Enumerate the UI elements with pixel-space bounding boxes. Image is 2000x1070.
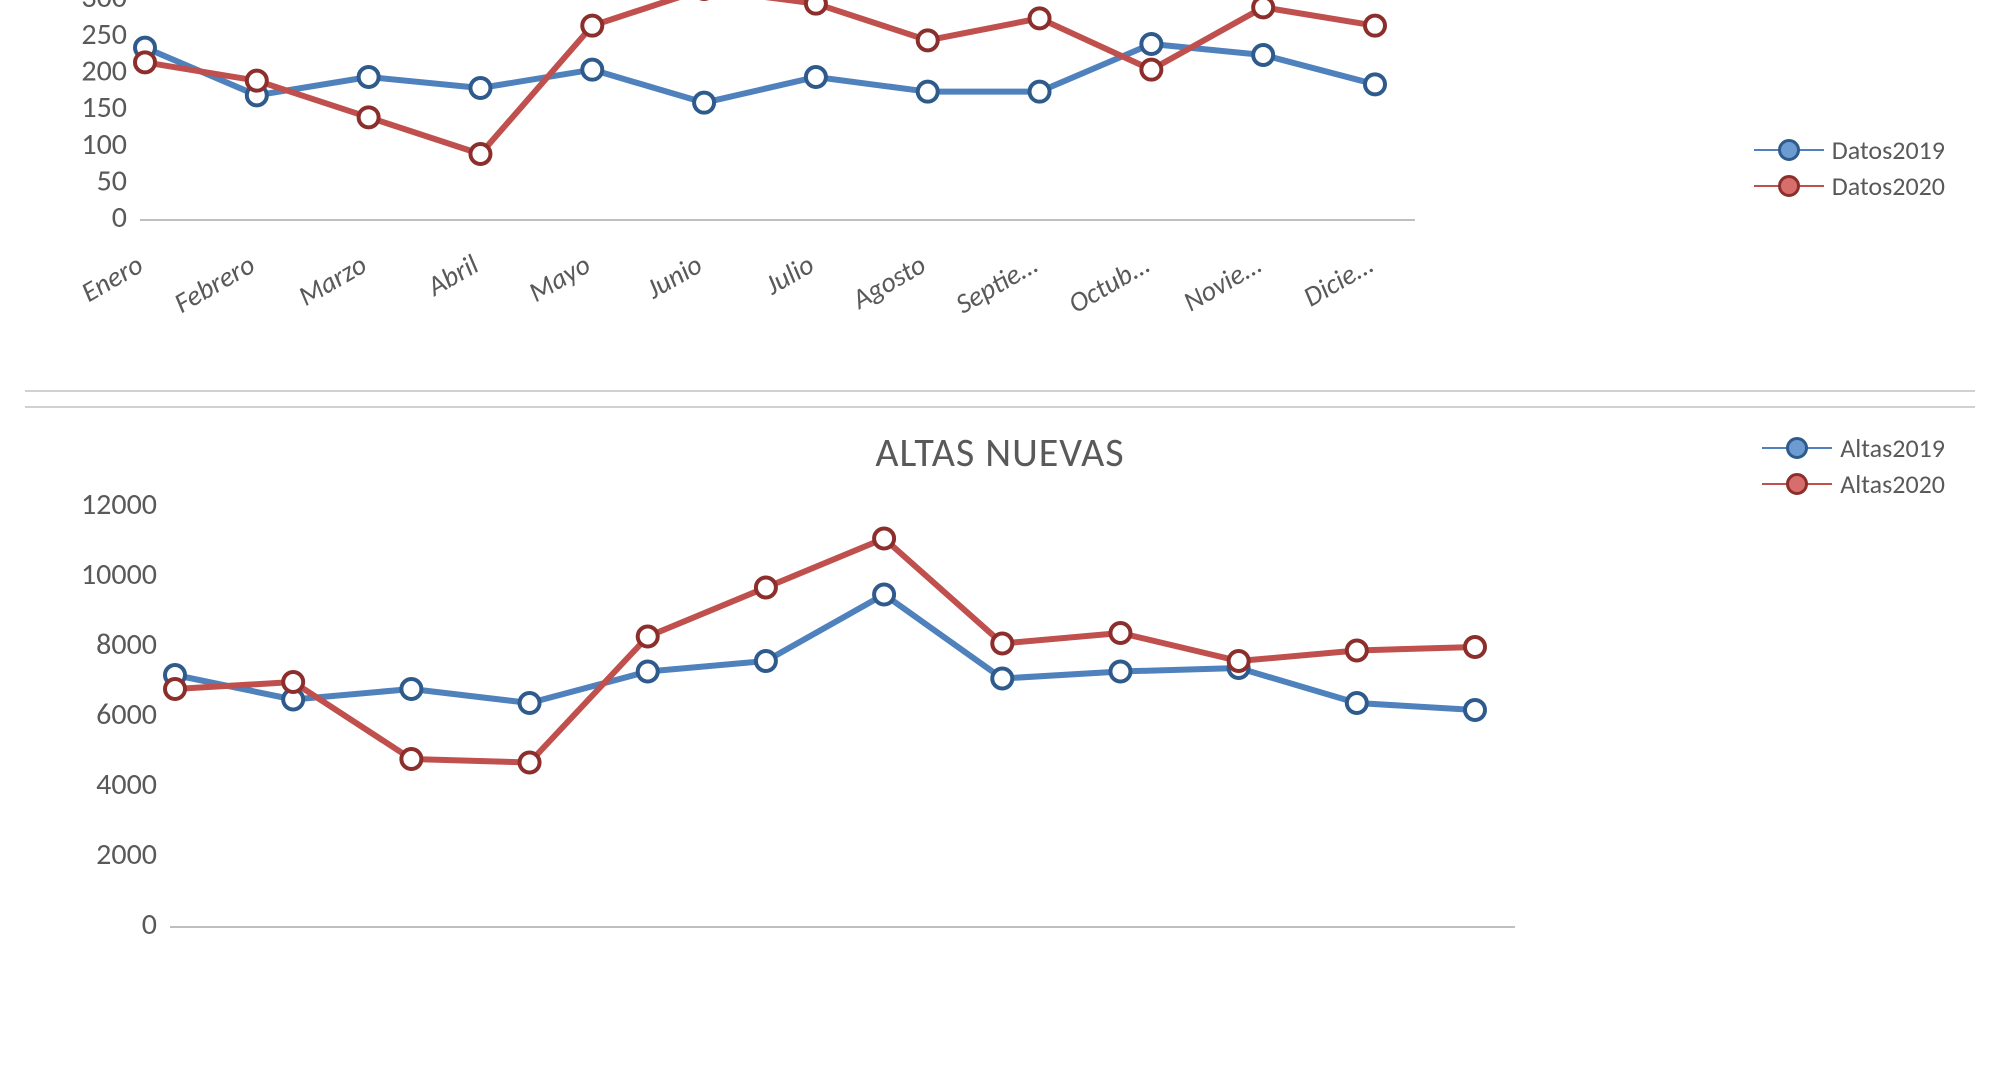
legend-swatch: [1754, 185, 1824, 187]
ytick-label: 150: [81, 89, 127, 126]
marker-Altas2019: [874, 585, 894, 605]
legend-marker-icon: [1786, 473, 1808, 495]
divider-line-2: [25, 406, 1975, 408]
chart2-plot: 0 2000 4000 6000 8000 10000 12000: [25, 477, 1975, 937]
series-Datos2020: [145, 0, 1375, 154]
xtick-label: Novie…: [1177, 247, 1267, 319]
marker-Datos2019: [582, 60, 602, 80]
legend-marker-icon: [1778, 139, 1800, 161]
xtick-label: Octub…: [1062, 247, 1155, 321]
series-Datos2019: [145, 44, 1375, 103]
marker-Datos2020: [1365, 16, 1385, 36]
marker-Altas2020: [283, 672, 303, 692]
legend-item-Datos2020: Datos2020: [1754, 170, 1945, 202]
marker-Datos2020: [247, 71, 267, 91]
legend-item-Altas2020: Altas2020: [1762, 468, 1945, 500]
xtick-label: Marzo: [292, 247, 373, 314]
chart2-legend: Altas2019 Altas2020: [1762, 428, 1945, 504]
divider-line-1: [25, 390, 1975, 392]
ytick-label: 12000: [81, 486, 157, 523]
legend-label: Altas2020: [1840, 468, 1945, 500]
ytick-label: 300: [81, 0, 127, 16]
marker-Altas2020: [874, 529, 894, 549]
legend-swatch: [1762, 447, 1832, 449]
ytick-label: 10000: [81, 556, 157, 593]
ytick-label: 200: [81, 52, 127, 89]
legend-label: Datos2019: [1832, 134, 1945, 166]
series-Altas2020: [175, 539, 1475, 763]
ytick-label: 0: [112, 199, 127, 236]
marker-Datos2020: [1253, 0, 1273, 17]
marker-Altas2020: [1229, 651, 1249, 671]
ytick-label: 100: [81, 126, 127, 163]
xtick-label: Dicie…: [1297, 247, 1379, 315]
marker-Datos2019: [1141, 34, 1161, 54]
ytick-label: 6000: [96, 696, 157, 733]
marker-Altas2020: [520, 753, 540, 773]
xtick-label: Agosto: [845, 247, 932, 317]
legend-item-Datos2019: Datos2019: [1754, 134, 1945, 166]
legend-swatch: [1754, 149, 1824, 151]
page: 050100150200250300EneroFebreroMarzoAbril…: [0, 0, 2000, 1070]
marker-Altas2019: [638, 662, 658, 682]
marker-Altas2020: [1110, 623, 1130, 643]
xtick-label: Febrero: [168, 247, 261, 321]
chart1-plot: 050100150200250300 Enero Febrero Marzo Abril…: [25, 0, 1975, 370]
xtick-label: Mayo: [522, 247, 596, 310]
marker-Altas2019: [1465, 700, 1485, 720]
series-Altas2019: [175, 595, 1475, 711]
chart1-block: 050100150200250300 Enero Febrero Marzo Abril…: [25, 0, 1975, 370]
legend-label: Altas2019: [1840, 432, 1945, 464]
marker-Altas2019: [992, 669, 1012, 689]
xtick-label: Julio: [758, 247, 820, 303]
ytick-label: 4000: [96, 766, 157, 803]
xtick-label: Enero: [75, 247, 149, 310]
marker-Datos2019: [918, 82, 938, 102]
marker-Datos2020: [918, 30, 938, 50]
marker-Datos2020: [359, 107, 379, 127]
chart1-legend: Datos2019 Datos2020: [1754, 130, 1945, 206]
marker-Datos2020: [582, 16, 602, 36]
marker-Datos2019: [1365, 74, 1385, 94]
legend-marker-icon: [1778, 175, 1800, 197]
marker-Datos2019: [1253, 45, 1273, 65]
legend-marker-icon: [1786, 437, 1808, 459]
xtick-label: Septie…: [949, 247, 1043, 322]
marker-Altas2020: [638, 627, 658, 647]
marker-Altas2020: [756, 578, 776, 598]
marker-Datos2019: [359, 67, 379, 87]
legend-swatch: [1762, 483, 1832, 485]
marker-Altas2019: [520, 693, 540, 713]
marker-Datos2019: [806, 67, 826, 87]
xtick-label: Abril: [420, 247, 484, 304]
marker-Altas2020: [165, 679, 185, 699]
marker-Datos2019: [1030, 82, 1050, 102]
ytick-label: 2000: [96, 836, 157, 873]
marker-Datos2020: [1030, 8, 1050, 28]
marker-Altas2020: [401, 749, 421, 769]
marker-Altas2019: [756, 651, 776, 671]
marker-Datos2020: [1141, 60, 1161, 80]
chart2-block: ALTAS NUEVAS 0 2000 4000 6000 8000 10000 12000…: [25, 428, 1975, 937]
legend-item-Altas2019: Altas2019: [1762, 432, 1945, 464]
chart2-title: ALTAS NUEVAS: [25, 428, 1975, 477]
xtick-label: Junio: [639, 247, 708, 307]
marker-Altas2020: [992, 634, 1012, 654]
marker-Datos2020: [806, 0, 826, 14]
marker-Altas2020: [1465, 637, 1485, 657]
legend-label: Datos2020: [1832, 170, 1945, 202]
marker-Datos2019: [470, 78, 490, 98]
marker-Datos2019: [694, 93, 714, 113]
marker-Altas2020: [1347, 641, 1367, 661]
ytick-label: 250: [81, 16, 127, 53]
marker-Altas2019: [401, 679, 421, 699]
ytick-label: 8000: [96, 626, 157, 663]
marker-Datos2020: [470, 144, 490, 164]
ytick-label: 50: [97, 162, 127, 199]
marker-Altas2019: [1347, 693, 1367, 713]
marker-Altas2019: [1110, 662, 1130, 682]
marker-Datos2020: [135, 52, 155, 72]
ytick-label: 0: [142, 906, 157, 937]
